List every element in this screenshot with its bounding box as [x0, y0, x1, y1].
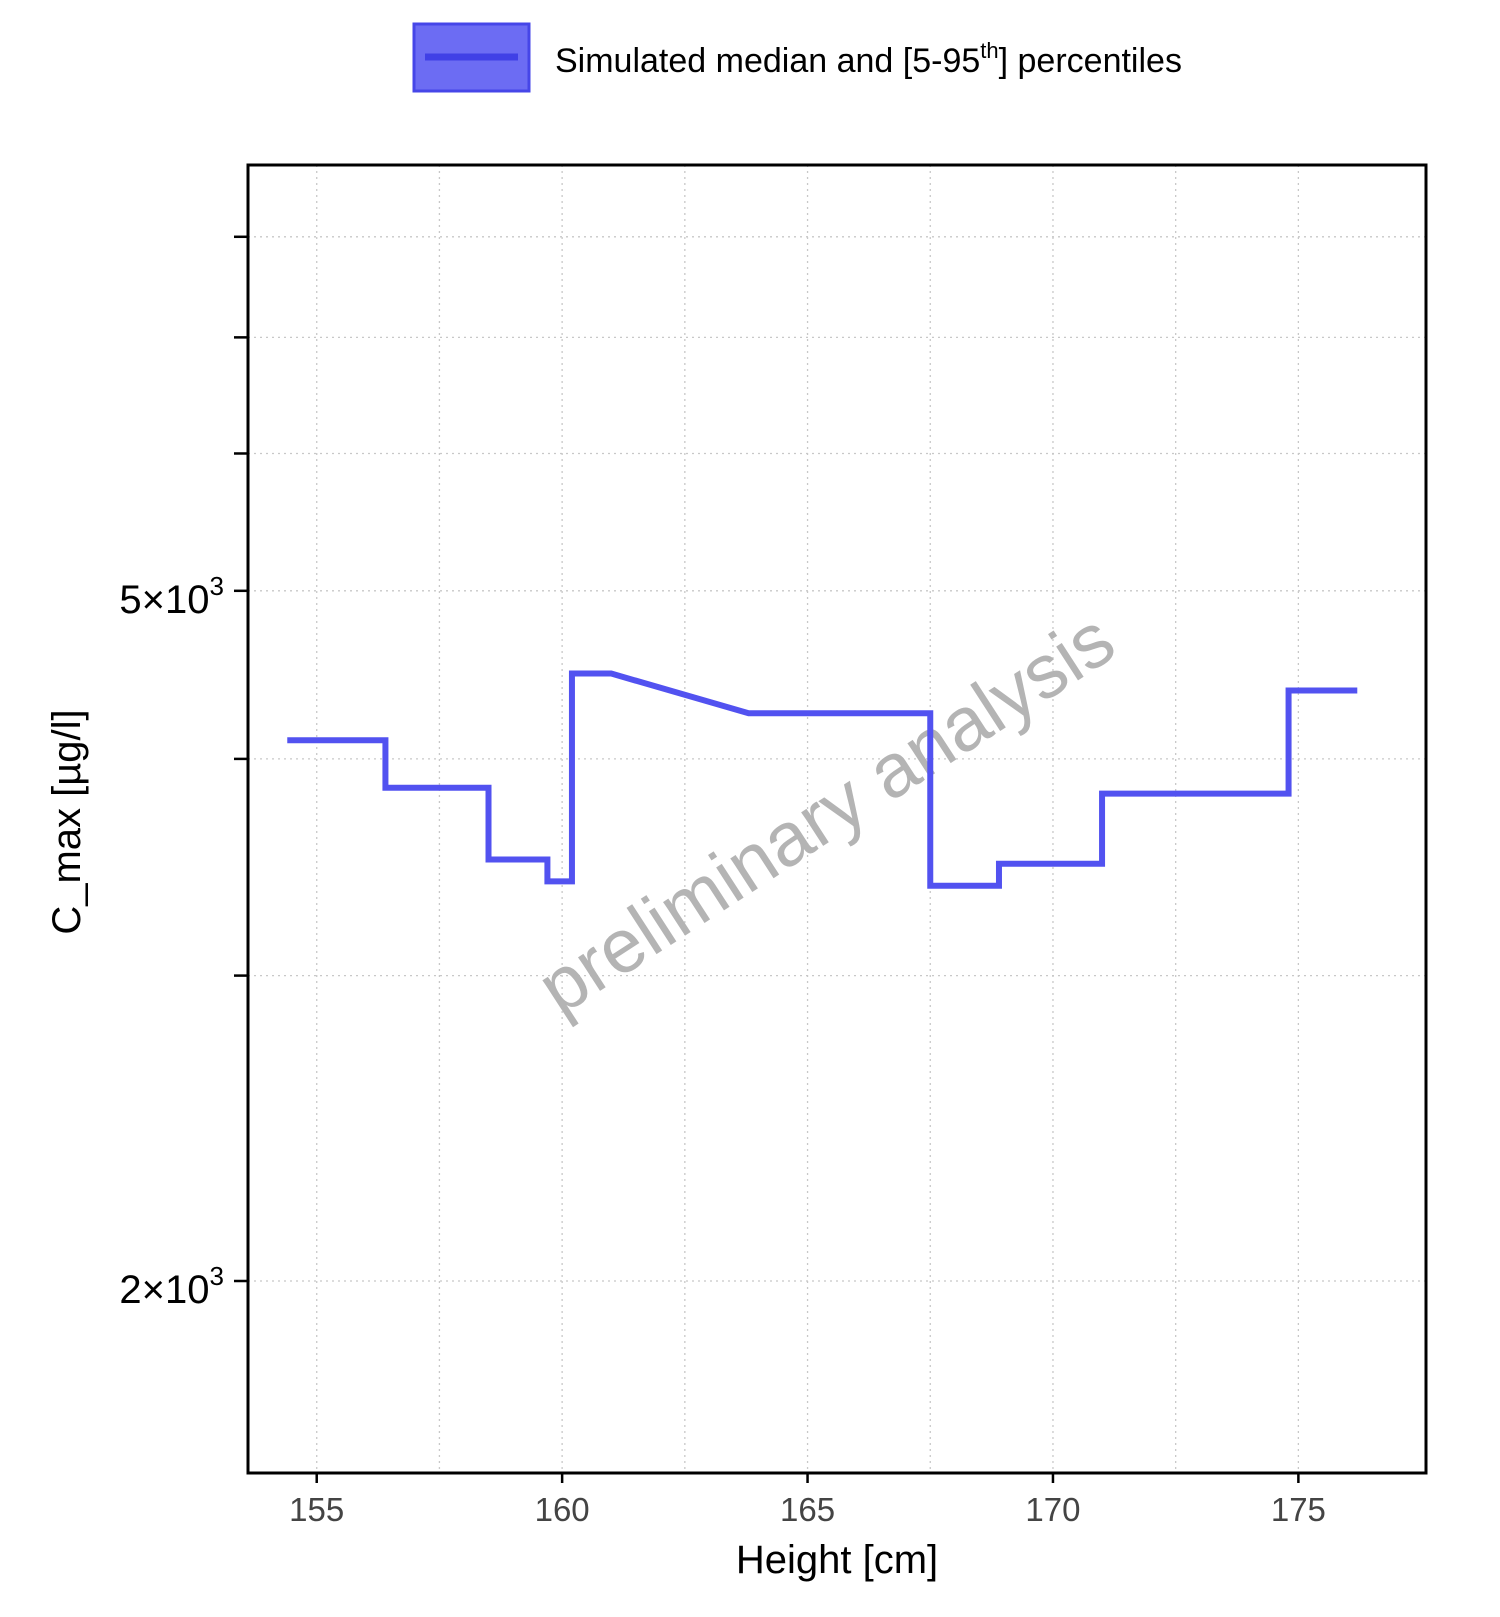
x-tick-label: 155 [289, 1491, 344, 1528]
legend-label: Simulated median and [5-95th] percentile… [555, 38, 1182, 80]
legend: Simulated median and [5-95th] percentile… [412, 22, 1182, 93]
y-axis-title: C_max [µg/l] [45, 709, 89, 934]
x-tick-label: 165 [780, 1491, 835, 1528]
series-line [287, 670, 1358, 889]
x-axis-title: Height [cm] [736, 1538, 938, 1582]
y-axis: 2×103 5×103 [119, 235, 248, 1312]
y-tick-label: 2×103 [119, 1261, 224, 1312]
x-tick-label: 175 [1271, 1491, 1326, 1528]
plot-frame [246, 163, 1428, 1475]
x-tick-label: 170 [1025, 1491, 1080, 1528]
watermark: preliminary analysis [523, 596, 1129, 1031]
grid [248, 165, 1426, 1473]
series-group [287, 670, 1358, 889]
x-tick-label: 160 [535, 1491, 590, 1528]
y-tick-label: 5×103 [119, 571, 224, 622]
x-axis: 155 160 165 170 175 [289, 1473, 1326, 1528]
